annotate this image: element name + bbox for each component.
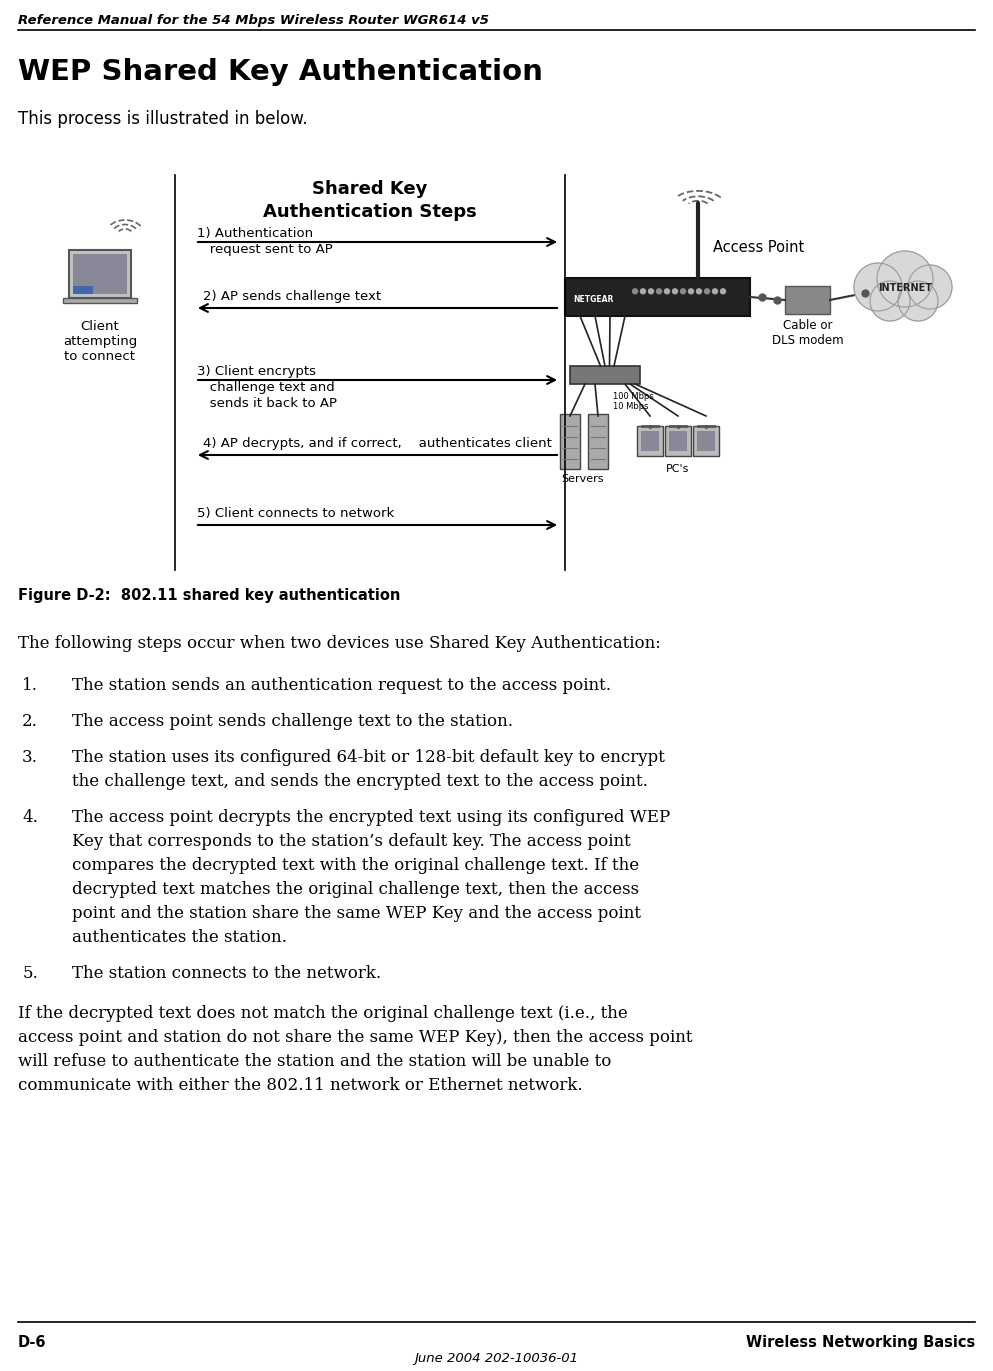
Circle shape <box>688 289 693 293</box>
Text: 2.: 2. <box>22 713 38 729</box>
FancyBboxPatch shape <box>560 414 580 469</box>
Circle shape <box>908 265 952 308</box>
Text: access point and station do not share the same WEP Key), then the access point: access point and station do not share th… <box>18 1030 692 1046</box>
Text: June 2004 202-10036-01: June 2004 202-10036-01 <box>414 1352 578 1366</box>
Text: 4.: 4. <box>22 809 38 825</box>
Circle shape <box>680 289 685 293</box>
Text: compares the decrypted text with the original challenge text. If the: compares the decrypted text with the ori… <box>72 857 639 873</box>
Text: Wireless Networking Basics: Wireless Networking Basics <box>746 1335 975 1350</box>
Text: Client
attempting
to connect: Client attempting to connect <box>63 319 137 363</box>
FancyBboxPatch shape <box>69 250 131 298</box>
Circle shape <box>870 281 910 321</box>
Text: request sent to AP: request sent to AP <box>197 243 333 256</box>
Text: The access point sends challenge text to the station.: The access point sends challenge text to… <box>72 713 513 729</box>
Text: decrypted text matches the original challenge text, then the access: decrypted text matches the original chal… <box>72 882 639 898</box>
Text: INTERNET: INTERNET <box>878 282 932 293</box>
Circle shape <box>633 289 638 293</box>
FancyBboxPatch shape <box>693 426 719 457</box>
Text: The station connects to the network.: The station connects to the network. <box>72 965 381 982</box>
Text: 3.: 3. <box>22 749 38 766</box>
FancyBboxPatch shape <box>73 287 93 293</box>
FancyBboxPatch shape <box>63 298 137 303</box>
Text: Shared Key: Shared Key <box>313 180 428 197</box>
Text: 2) AP sends challenge text: 2) AP sends challenge text <box>203 291 381 303</box>
Text: The station sends an authentication request to the access point.: The station sends an authentication requ… <box>72 677 611 694</box>
FancyBboxPatch shape <box>565 278 750 315</box>
Circle shape <box>664 289 669 293</box>
Circle shape <box>648 289 653 293</box>
Text: 1.: 1. <box>22 677 38 694</box>
Text: NETGEAR: NETGEAR <box>573 295 614 303</box>
Text: If the decrypted text does not match the original challenge text (i.e., the: If the decrypted text does not match the… <box>18 1005 628 1021</box>
Text: Key that corresponds to the station’s default key. The access point: Key that corresponds to the station’s de… <box>72 834 631 850</box>
FancyBboxPatch shape <box>588 414 608 469</box>
Text: Reference Manual for the 54 Mbps Wireless Router WGR614 v5: Reference Manual for the 54 Mbps Wireles… <box>18 14 489 27</box>
Text: 100 Mbps
10 Mbps: 100 Mbps 10 Mbps <box>613 392 653 411</box>
FancyBboxPatch shape <box>641 430 659 451</box>
Text: D-6: D-6 <box>18 1335 47 1350</box>
Circle shape <box>696 289 701 293</box>
FancyBboxPatch shape <box>570 366 640 384</box>
Circle shape <box>656 289 661 293</box>
Text: The following steps occur when two devices use Shared Key Authentication:: The following steps occur when two devic… <box>18 635 661 653</box>
FancyBboxPatch shape <box>665 426 691 457</box>
Circle shape <box>898 281 938 321</box>
Text: point and the station share the same WEP Key and the access point: point and the station share the same WEP… <box>72 905 641 923</box>
Text: communicate with either the 802.11 network or Ethernet network.: communicate with either the 802.11 netwo… <box>18 1078 583 1094</box>
Text: authenticates the station.: authenticates the station. <box>72 930 287 946</box>
Text: Figure D-2:  802.11 shared key authentication: Figure D-2: 802.11 shared key authentica… <box>18 588 400 603</box>
Text: challenge text and: challenge text and <box>197 381 335 393</box>
Circle shape <box>704 289 710 293</box>
Circle shape <box>877 251 933 307</box>
Text: will refuse to authenticate the station and the station will be unable to: will refuse to authenticate the station … <box>18 1053 612 1069</box>
Text: 4) AP decrypts, and if correct,    authenticates client: 4) AP decrypts, and if correct, authenti… <box>203 437 552 450</box>
Circle shape <box>640 289 645 293</box>
Circle shape <box>721 289 726 293</box>
FancyBboxPatch shape <box>73 254 127 293</box>
Text: Authentication Steps: Authentication Steps <box>263 203 477 221</box>
Circle shape <box>854 263 902 311</box>
Text: WEP Shared Key Authentication: WEP Shared Key Authentication <box>18 58 543 86</box>
FancyBboxPatch shape <box>785 287 830 314</box>
FancyBboxPatch shape <box>669 430 687 451</box>
Circle shape <box>672 289 677 293</box>
Text: PC's: PC's <box>666 463 690 474</box>
Text: 5.: 5. <box>22 965 38 982</box>
Circle shape <box>713 289 718 293</box>
Text: the challenge text, and sends the encrypted text to the access point.: the challenge text, and sends the encryp… <box>72 773 647 790</box>
Text: Access Point: Access Point <box>713 240 804 255</box>
Text: The access point decrypts the encrypted text using its configured WEP: The access point decrypts the encrypted … <box>72 809 670 825</box>
Text: This process is illustrated in below.: This process is illustrated in below. <box>18 110 308 128</box>
Text: Servers: Servers <box>562 474 605 484</box>
Text: The station uses its configured 64-bit or 128-bit default key to encrypt: The station uses its configured 64-bit o… <box>72 749 665 766</box>
Text: 1) Authentication: 1) Authentication <box>197 228 313 240</box>
Text: 5) Client connects to network: 5) Client connects to network <box>197 507 394 520</box>
FancyBboxPatch shape <box>697 430 715 451</box>
Text: 3) Client encrypts: 3) Client encrypts <box>197 365 316 378</box>
Text: sends it back to AP: sends it back to AP <box>197 398 337 410</box>
Text: Cable or
DLS modem: Cable or DLS modem <box>772 319 843 347</box>
FancyBboxPatch shape <box>637 426 663 457</box>
